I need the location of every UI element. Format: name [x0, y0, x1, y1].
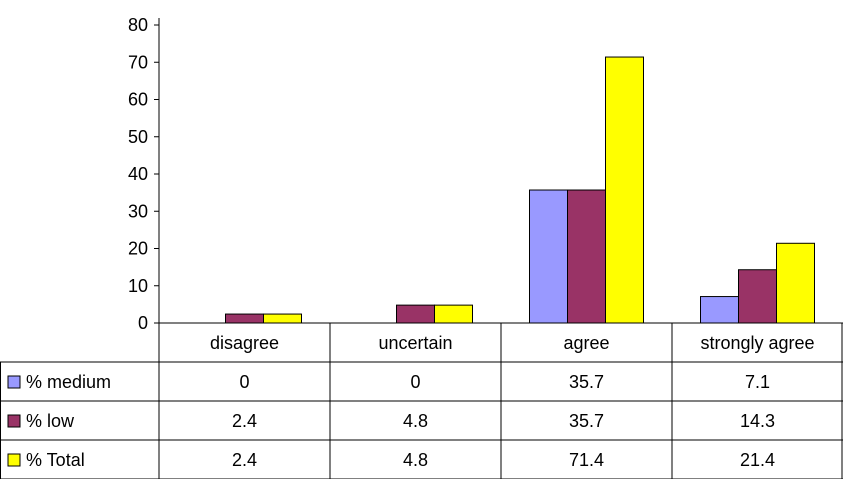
table-cell-3-4: 21.4 — [740, 450, 775, 470]
table-cell-2-4: 14.3 — [740, 411, 775, 431]
table-cell-1-2: 0 — [410, 372, 420, 392]
bar-3-3 — [605, 56, 644, 324]
table-cell-1-3: 35.7 — [569, 372, 604, 392]
y-tick-label-10: 10 — [128, 276, 148, 296]
y-tick-label-70: 70 — [128, 52, 148, 72]
bar-2-3 — [567, 189, 606, 324]
table-cell-2-1: 2.4 — [232, 411, 257, 431]
y-tick-label-0: 0 — [138, 313, 148, 333]
legend-label-1: % medium — [26, 372, 111, 392]
bar-3-2 — [434, 304, 473, 324]
x-category-label-1: disagree — [210, 333, 279, 353]
bar-3-4 — [776, 242, 815, 324]
bar-2-1 — [225, 313, 264, 324]
table-cell-2-2: 4.8 — [403, 411, 428, 431]
bar-2-4 — [738, 269, 777, 324]
bar-2-2 — [396, 304, 435, 324]
table-cell-3-3: 71.4 — [569, 450, 604, 470]
x-category-label-3: agree — [563, 333, 609, 353]
y-tick-label-20: 20 — [128, 239, 148, 259]
legend-label-2: % low — [26, 411, 75, 431]
bar-1-4 — [700, 296, 739, 324]
bar-1-3 — [529, 189, 568, 324]
table-cell-2-3: 35.7 — [569, 411, 604, 431]
legend-label-3: % Total — [26, 450, 85, 470]
y-tick-label-30: 30 — [128, 201, 148, 221]
table-cell-3-1: 2.4 — [232, 450, 257, 470]
legend-swatch-3 — [7, 453, 21, 467]
table-cell-3-2: 4.8 — [403, 450, 428, 470]
bar-3-1 — [263, 313, 302, 324]
legend-swatch-2 — [7, 414, 21, 428]
y-tick-label-60: 60 — [128, 90, 148, 110]
x-category-label-4: strongly agree — [700, 333, 814, 353]
legend-swatch-1 — [7, 375, 21, 389]
y-tick-label-40: 40 — [128, 164, 148, 184]
x-category-label-2: uncertain — [378, 333, 452, 353]
y-tick-label-80: 80 — [128, 15, 148, 35]
y-tick-label-50: 50 — [128, 127, 148, 147]
axes-group: 0 10 20 30 40 50 60 70 80 — [128, 15, 843, 333]
data-table: disagree uncertain agree strongly agree % me… — [0, 323, 843, 479]
table-cell-1-1: 0 — [239, 372, 249, 392]
table-cell-1-4: 7.1 — [745, 372, 770, 392]
bars-group — [225, 56, 815, 324]
